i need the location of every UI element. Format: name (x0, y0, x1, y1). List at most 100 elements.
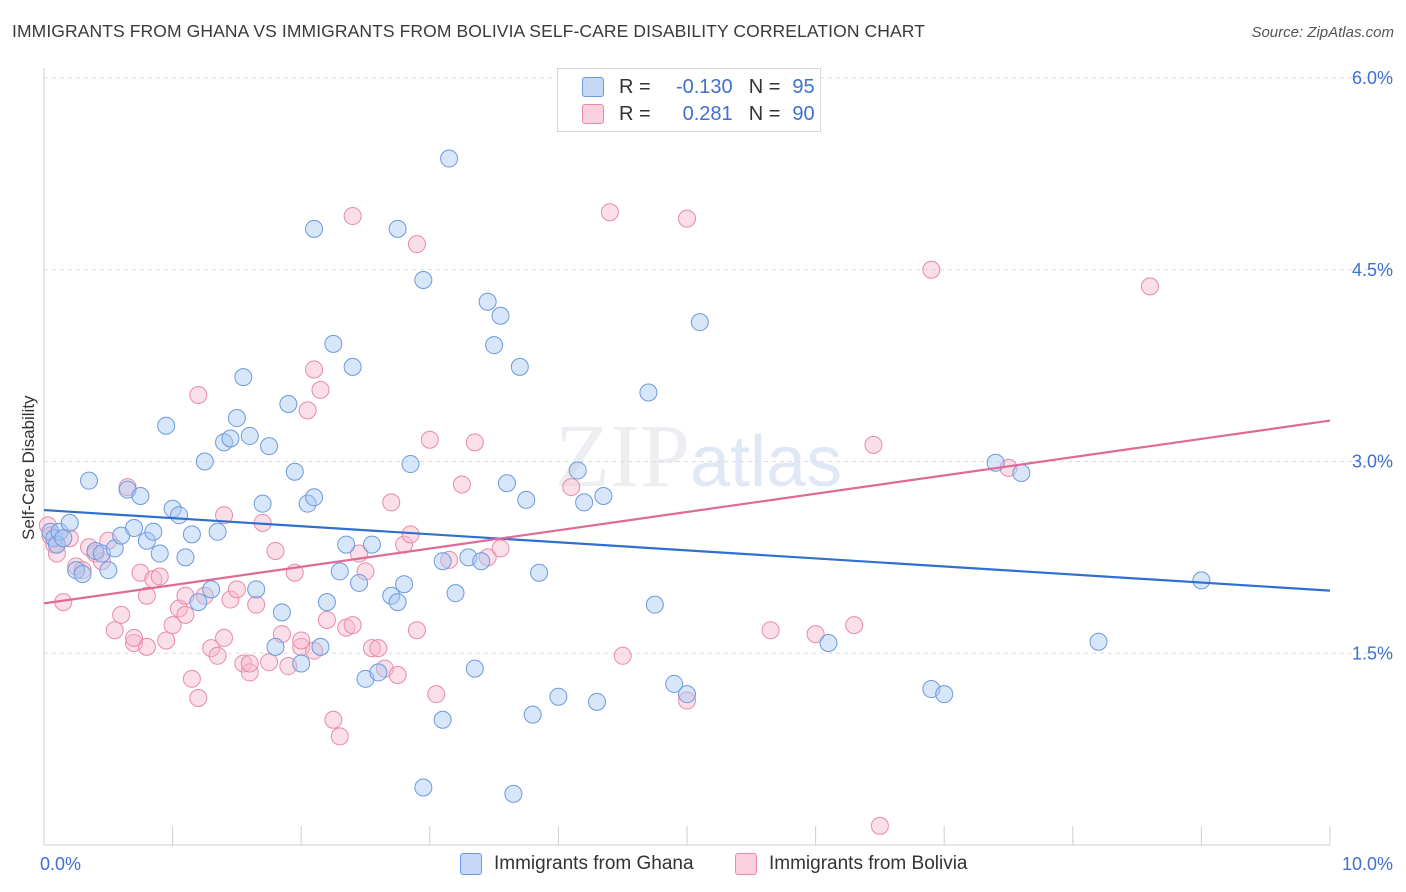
bolivia-point (202, 639, 221, 658)
ghana-point (414, 270, 433, 289)
bolivia-point (407, 235, 426, 254)
ghana-point (266, 637, 285, 656)
ghana-point (195, 452, 214, 471)
bolivia-point (1140, 277, 1159, 296)
ghana-point (478, 292, 497, 311)
ghana-point (221, 429, 240, 448)
bolivia-point (305, 360, 324, 379)
bolivia-point (73, 561, 92, 580)
bolivia-point (208, 646, 227, 665)
bolivia-point (845, 616, 864, 635)
ghana-point (137, 531, 156, 550)
bolivia-swatch (582, 104, 604, 124)
bolivia-point (137, 586, 156, 605)
legend-n-value: 90 (792, 102, 815, 125)
watermark: ZIPatlas (555, 405, 842, 508)
bolivia-point (343, 616, 362, 635)
bolivia-point (324, 710, 343, 729)
legend-n-value: 95 (792, 75, 815, 98)
bolivia-point (317, 611, 336, 630)
ghana-point (678, 685, 696, 704)
ghana-point (382, 586, 401, 605)
bolivia-point (440, 550, 459, 569)
bolivia-point (356, 562, 375, 581)
ghana-point (388, 219, 407, 238)
bolivia-point (195, 586, 214, 605)
ghana-point (568, 461, 587, 480)
bottom-legend-bolivia: Immigrants from Bolivia (735, 852, 968, 876)
bolivia-point (247, 595, 266, 614)
trend-lines (43, 419, 1331, 605)
ghana-point (465, 659, 484, 678)
ghana-point (819, 634, 838, 653)
ghana-point (594, 487, 613, 506)
ghana-point (388, 593, 407, 612)
ghana-point (362, 535, 381, 554)
x-tick-label-min: 0.0% (40, 854, 81, 874)
chart-source: Source: ZipAtlas.com (1251, 24, 1394, 41)
ghana-point (401, 455, 420, 474)
ghana-point (350, 573, 369, 592)
bolivia-point (92, 552, 111, 571)
legend-n-label: N = (748, 102, 781, 125)
bolivia-point (163, 616, 182, 635)
ghana-point (60, 513, 79, 532)
ghana-point (472, 552, 491, 571)
bolivia-point (613, 646, 632, 665)
ghana-points (41, 149, 1211, 803)
ghana-point (285, 462, 304, 481)
ghana-point (272, 603, 291, 622)
ghana-point (170, 506, 189, 525)
bolivia-point (491, 539, 510, 558)
ghana-point (446, 584, 465, 603)
bolivia-point (215, 628, 234, 647)
ghana-point (80, 471, 99, 490)
ghana-trend-line (43, 508, 1331, 592)
ghana-point (99, 561, 118, 580)
bolivia-point (806, 625, 825, 644)
ghana-point (311, 637, 330, 656)
bolivia-point (761, 621, 780, 640)
gridlines (44, 77, 1392, 654)
bolivia-point (870, 816, 889, 835)
ghana-point (298, 494, 317, 513)
bolivia-point (362, 639, 381, 658)
ghana-point (491, 306, 510, 325)
ghana-point (523, 705, 542, 724)
ghana-point (645, 595, 664, 614)
ghana-point (1089, 632, 1108, 651)
ghana-point (131, 487, 150, 506)
ghana-point (485, 336, 504, 355)
ghana-point (665, 674, 684, 693)
legend-r-label: R = (619, 102, 651, 125)
bolivia-point (407, 621, 426, 640)
bolivia-point (465, 433, 484, 452)
bolivia-point (266, 541, 285, 560)
ghana-point (157, 416, 176, 435)
legend-row-ghana: R = -0.130 N = 95 (582, 75, 815, 99)
bolivia-point (260, 653, 279, 672)
ghana-point (73, 564, 92, 583)
bolivia-point (240, 654, 259, 673)
bolivia-legend-label: Immigrants from Bolivia (769, 853, 968, 874)
bolivia-point (678, 209, 696, 228)
ghana-point (317, 593, 336, 612)
legend-r-label: R = (619, 75, 651, 98)
ghana-point (639, 383, 658, 402)
bolivia-point (234, 654, 253, 673)
bolivia-point (221, 590, 240, 609)
bolivia-point (227, 580, 246, 599)
ghana-point (279, 394, 298, 413)
ghana-point (208, 522, 227, 541)
bolivia-point (382, 493, 401, 512)
ghana-legend-label: Immigrants from Ghana (494, 853, 694, 874)
y-axis-label: Self-Care Disability (19, 395, 38, 540)
bolivia-point (298, 401, 317, 420)
ghana-point (504, 784, 523, 803)
ghana-point (292, 654, 311, 673)
ghana-point (54, 529, 73, 548)
ghana-point (510, 357, 529, 376)
bolivia-point (427, 685, 446, 704)
bolivia-point (176, 605, 195, 624)
bolivia-point (922, 260, 941, 279)
